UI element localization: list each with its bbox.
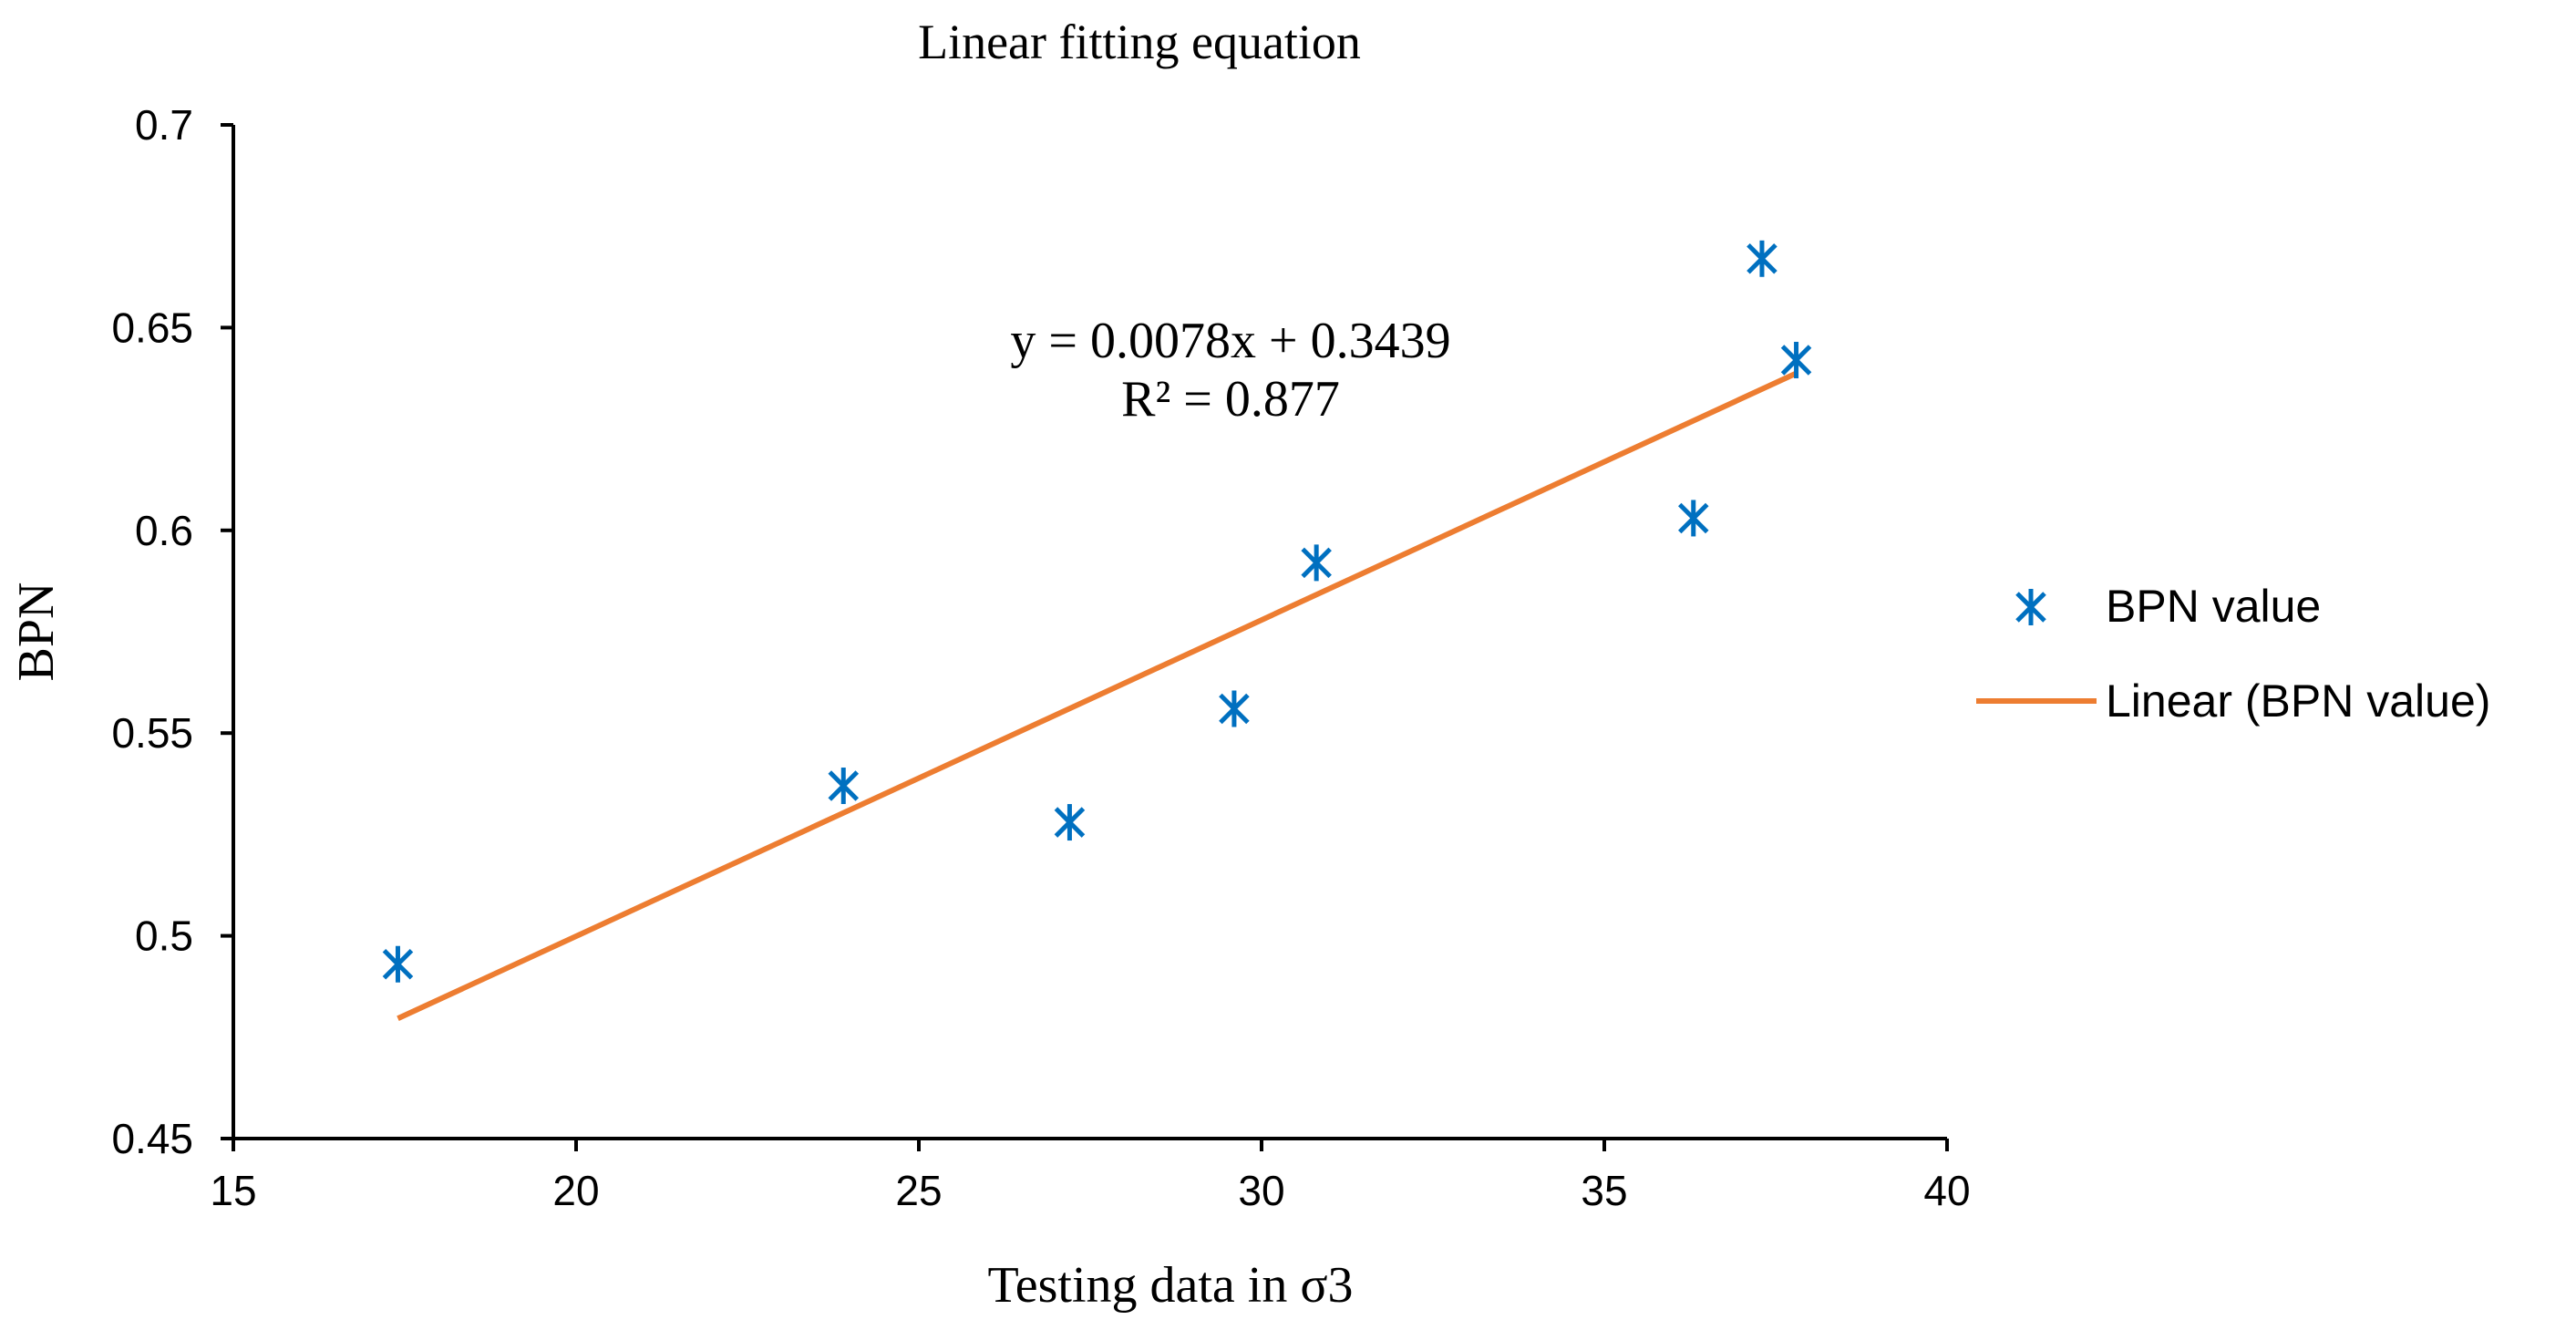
x-tick-label: 35: [1581, 1167, 1627, 1214]
legend-asterisk-icon: [2015, 589, 2046, 625]
legend: BPN value Linear (BPN value): [1976, 581, 2490, 727]
trendline-equation: y = 0.0078x + 0.3439: [1010, 313, 1450, 369]
y-tick-label: 0.7: [135, 101, 193, 149]
data-point: [382, 945, 414, 983]
trendline-group: [397, 370, 1798, 1021]
y-axis-title: BPN: [8, 583, 65, 682]
trendline: [397, 370, 1798, 1021]
axes: [232, 125, 1947, 1140]
x-tick-label: 20: [552, 1167, 599, 1214]
data-point: [1677, 500, 1709, 537]
x-tick-label: 25: [895, 1167, 942, 1214]
data-point: [828, 768, 860, 805]
data-point: [1219, 690, 1250, 727]
y-tick-label: 0.65: [111, 304, 193, 351]
data-point: [1054, 804, 1086, 841]
legend-label-linear: Linear (BPN value): [2106, 675, 2490, 727]
data-point: [1747, 240, 1777, 277]
y-tick-label: 0.45: [111, 1115, 193, 1162]
x-axis-title: Testing data in σ3: [987, 1257, 1353, 1314]
scatter-points: [382, 240, 1812, 983]
x-tick-label: 30: [1238, 1167, 1284, 1214]
chart-title: Linear fitting equation: [918, 15, 1361, 69]
data-point: [1780, 341, 1812, 378]
legend-label-bpn-value: BPN value: [2106, 581, 2321, 632]
data-point: [1301, 544, 1332, 582]
x-tick-label: 15: [210, 1167, 256, 1214]
y-tick-label: 0.6: [135, 507, 193, 554]
y-tick-label: 0.5: [135, 912, 193, 960]
y-ticks: 0.45 0.5 0.55 0.6 0.65 0.7: [111, 101, 233, 1162]
x-tick-label: 40: [1923, 1167, 1970, 1214]
x-ticks: 15 20 25 30 35 40: [210, 1139, 1971, 1214]
legend-marker-bpn-value: [2015, 589, 2046, 625]
r-squared-label: R² = 0.877: [1121, 371, 1340, 428]
y-tick-label: 0.55: [111, 709, 193, 757]
